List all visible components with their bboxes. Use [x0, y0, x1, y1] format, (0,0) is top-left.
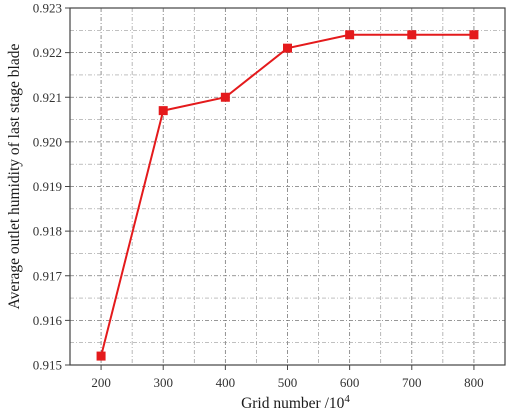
grid-lines — [69, 8, 506, 365]
x-tick-label: 800 — [464, 375, 484, 390]
y-tick-label: 0.915 — [33, 358, 62, 373]
axis-ticks — [65, 7, 475, 370]
y-axis-title: Average outlet humidity of last stage bl… — [6, 44, 23, 310]
x-tick-label: 700 — [402, 375, 422, 390]
x-tick-label: 500 — [278, 375, 298, 390]
y-tick-label: 0.917 — [33, 268, 63, 283]
y-tick-label: 0.923 — [33, 1, 62, 16]
x-axis-title-exponent: 4 — [344, 393, 350, 405]
y-tick-label: 0.919 — [33, 179, 62, 194]
y-tick-label: 0.920 — [33, 134, 62, 149]
tick-labels: 200 300 400 500 600 700 800 0.915 0.916 0.917 0.91… — [33, 1, 484, 391]
x-axis-title: Grid number /104 — [241, 393, 350, 412]
data-point-marker — [407, 30, 417, 40]
series-layer — [96, 30, 479, 361]
data-point-marker — [158, 106, 168, 116]
x-tick-label: 600 — [340, 375, 360, 390]
y-tick-label: 0.922 — [33, 45, 62, 60]
x-tick-label: 300 — [153, 375, 173, 390]
y-tick-label: 0.921 — [33, 90, 62, 105]
data-point-marker — [96, 351, 106, 361]
x-axis-title-text: Grid number /10 — [241, 395, 345, 412]
data-point-marker — [220, 92, 230, 102]
x-tick-label: 200 — [91, 375, 111, 390]
data-point-marker — [283, 43, 292, 53]
x-tick-label: 400 — [216, 375, 236, 390]
data-point-marker — [469, 30, 479, 40]
data-point-marker — [345, 30, 355, 40]
y-tick-label: 0.916 — [33, 313, 63, 328]
y-tick-label: 0.918 — [33, 224, 62, 239]
